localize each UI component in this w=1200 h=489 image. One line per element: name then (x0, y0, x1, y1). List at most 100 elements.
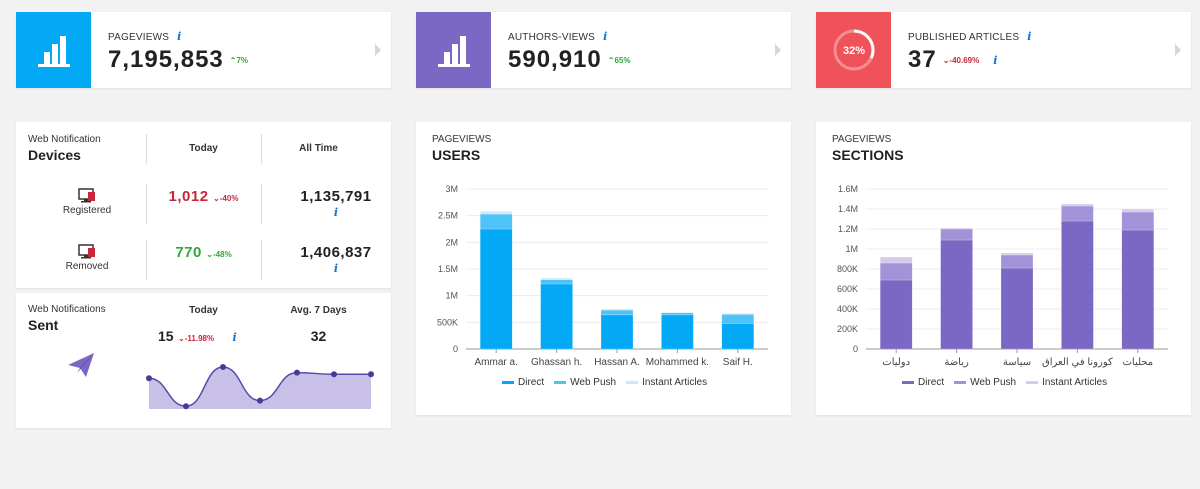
y-tick-label: 2.5M (438, 211, 458, 221)
y-tick-label: 0 (453, 344, 458, 354)
bar-segment[interactable] (540, 279, 573, 285)
bar-segment[interactable] (600, 309, 634, 316)
sparkline-point[interactable] (368, 371, 374, 378)
progress-ring-icon: 32% (833, 29, 874, 71)
legend-item-web-push[interactable]: Web Push (554, 377, 616, 388)
col-today: Today (189, 143, 218, 154)
bar-segment[interactable] (1121, 229, 1155, 350)
device-row-label: Registered (62, 205, 112, 216)
chart-subtitle: PAGEVIEWS (832, 134, 892, 145)
bar-segment[interactable] (661, 314, 694, 350)
divider (146, 240, 147, 280)
bar-segment[interactable] (661, 311, 694, 313)
bar-segment[interactable] (540, 283, 573, 350)
col-avg: Avg. 7 Days (290, 305, 347, 316)
y-tick-label: 1M (445, 291, 458, 301)
bar-segment[interactable] (1061, 205, 1094, 222)
device-today: 770 ⌄-48% (146, 244, 261, 262)
bar-segment[interactable] (940, 227, 973, 230)
x-tick-label: رياضة (944, 357, 969, 368)
bar-segment[interactable] (479, 213, 513, 230)
sparkline-point[interactable] (294, 369, 300, 376)
bar-segment[interactable] (479, 228, 513, 350)
bar-segment[interactable] (600, 308, 634, 311)
y-tick-label: 3M (445, 184, 458, 194)
info-icon[interactable]: i (603, 30, 608, 43)
sections-bar-chart: 0 200K 400K 600K 800K 1M 1.2M 1.4M 1.6M دوليات ريا… (837, 184, 1168, 368)
sparkline-point[interactable] (146, 375, 152, 382)
sparkline-point[interactable] (183, 403, 189, 410)
kpi-card-published-articles[interactable]: 32% PUBLISHED ARTICLES i 37 ⌄-40.69% i (816, 12, 1191, 88)
kpi-label: PUBLISHED ARTICLES i (908, 30, 1032, 43)
double-chevron-down-icon: ⌄ (213, 194, 220, 203)
chevron-right-icon[interactable] (375, 44, 381, 56)
device-add-icon (78, 188, 95, 203)
legend-item-instant-articles[interactable]: Instant Articles (626, 377, 707, 388)
bar-segment[interactable] (721, 314, 755, 324)
double-chevron-down-icon: ⌄ (206, 250, 213, 259)
bar-segment[interactable] (1000, 254, 1034, 269)
info-icon[interactable]: i (177, 30, 182, 43)
sparkline-point[interactable] (331, 371, 337, 378)
kpi-change: ⌃7% (229, 56, 249, 66)
bar-segment[interactable] (1121, 211, 1155, 231)
ring-percent: 32% (842, 45, 864, 57)
x-tick-label: محليات (1122, 357, 1153, 368)
legend-item-direct[interactable]: Direct (502, 377, 544, 388)
bar-segment[interactable] (721, 323, 755, 350)
y-tick-label: 600K (837, 284, 858, 294)
devices-subtitle: Web Notification (28, 134, 101, 145)
info-icon[interactable]: i (993, 54, 999, 68)
bar-segment[interactable] (940, 228, 973, 241)
bar-segment[interactable] (600, 314, 634, 350)
bar-segment[interactable] (1000, 267, 1034, 350)
info-icon[interactable]: i (333, 262, 339, 275)
chart-subtitle: PAGEVIEWS (432, 134, 492, 145)
bar-segment[interactable] (879, 262, 913, 281)
kpi-icon-box: 32% (816, 12, 891, 88)
info-icon[interactable]: i (333, 206, 339, 219)
info-icon[interactable]: i (1027, 30, 1032, 43)
bar-segment[interactable] (1121, 208, 1155, 213)
bar-segment[interactable] (1061, 220, 1094, 350)
kpi-icon-box (416, 12, 491, 88)
bar-segment[interactable] (1000, 252, 1034, 256)
chevron-right-icon[interactable] (775, 44, 781, 56)
kpi-card-authors-views[interactable]: AUTHORS-VIEWS i 590,910 ⌃65% (416, 12, 791, 88)
bar-segment[interactable] (540, 277, 573, 280)
sent-subtitle: Web Notifications (28, 304, 106, 315)
bar-chart-icon (37, 36, 70, 67)
legend-item-direct[interactable]: Direct (902, 377, 944, 388)
sparkline-area (149, 367, 371, 409)
double-chevron-up-icon: ⌃ (229, 56, 237, 66)
bar-segment[interactable] (879, 256, 913, 264)
y-tick-label: 200K (837, 324, 858, 334)
x-tick-label: سياسة (1003, 357, 1031, 368)
sent-avg-value: 32 (310, 328, 327, 344)
y-tick-label: 1.5M (438, 264, 458, 274)
kpi-card-pageviews[interactable]: PAGEVIEWS i 7,195,853 ⌃7% (16, 12, 391, 88)
sent-card: Web Notifications Sent Today Avg. 7 Days… (16, 293, 391, 428)
paper-plane-icon (68, 353, 94, 377)
bar-segment[interactable] (879, 279, 913, 350)
bar-segment[interactable] (940, 239, 973, 350)
info-icon[interactable]: i (232, 331, 237, 344)
device-today: 1,012 ⌄-40% (146, 188, 261, 206)
bar-segment[interactable] (721, 313, 755, 315)
kpi-icon-box (16, 12, 91, 88)
sent-title: Sent (28, 317, 59, 333)
double-chevron-down-icon: ⌄ (178, 334, 185, 343)
users-chart-card: PAGEVIEWS USERS 0 500K 1M 1.5M 2M 2.5M 3M Ammar… (416, 122, 791, 415)
sparkline-point[interactable] (220, 364, 226, 370)
bar-segment[interactable] (479, 211, 513, 215)
legend-item-instant-articles[interactable]: Instant Articles (1026, 377, 1107, 388)
legend-item-web-push[interactable]: Web Push (954, 377, 1016, 388)
sparkline-point[interactable] (257, 397, 263, 404)
chevron-right-icon[interactable] (1175, 44, 1181, 56)
bar-segment[interactable] (661, 312, 694, 316)
x-tick-label: Mohammed k. (646, 357, 709, 368)
y-tick-label: 1M (845, 244, 858, 254)
device-today-value: 770 (175, 244, 202, 261)
bar-segment[interactable] (1061, 203, 1094, 207)
col-today: Today (189, 305, 218, 316)
